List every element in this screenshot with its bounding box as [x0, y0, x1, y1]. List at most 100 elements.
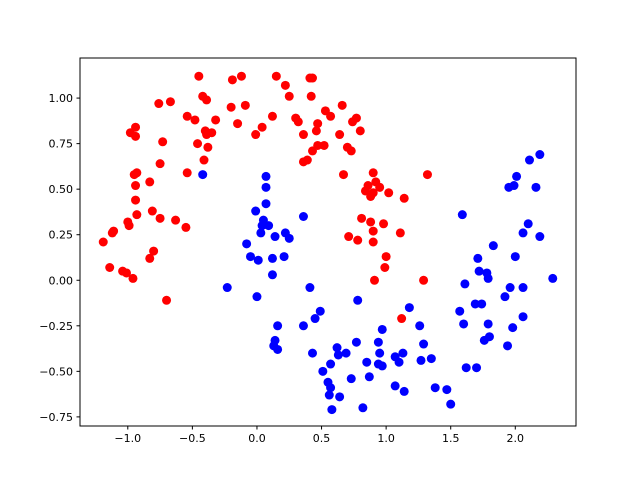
scatter-point: [353, 235, 363, 245]
scatter-point: [181, 222, 191, 232]
scatter-point: [535, 150, 545, 160]
scatter-point: [362, 357, 372, 367]
scatter-point: [344, 232, 354, 242]
scatter-point: [240, 100, 250, 110]
scatter-point: [182, 111, 192, 121]
scatter-point: [377, 324, 387, 334]
scatter-point: [357, 213, 367, 223]
scatter-point: [422, 170, 432, 180]
scatter-point: [251, 206, 261, 216]
x-tick-label: −1.0: [114, 432, 141, 445]
scatter-point: [171, 215, 181, 225]
scatter-point: [145, 177, 155, 187]
y-tick-label: −0.75: [39, 411, 73, 424]
scatter-point: [193, 139, 203, 149]
scatter-point: [370, 275, 379, 285]
scatter-point: [165, 97, 175, 107]
scatter-point: [459, 319, 469, 329]
scatter-point: [267, 111, 277, 121]
scatter-point: [261, 171, 271, 181]
scatter-point: [333, 350, 343, 360]
scatter-point: [327, 405, 337, 415]
scatter-point: [457, 210, 467, 220]
scatter-point: [351, 113, 361, 123]
scatter-point: [419, 339, 429, 349]
scatter-point: [461, 363, 471, 373]
scatter-point: [145, 253, 155, 263]
scatter-point: [474, 266, 484, 276]
scatter-point: [236, 71, 246, 81]
scatter-point: [335, 130, 345, 140]
scatter-point: [158, 137, 168, 147]
scatter-point: [518, 228, 528, 238]
scatter-point: [351, 337, 361, 347]
scatter-point: [190, 115, 200, 125]
scatter-point: [207, 128, 217, 138]
scatter-point: [182, 168, 192, 178]
scatter-point: [398, 348, 408, 358]
scatter-point: [162, 295, 172, 305]
scatter-point: [535, 232, 545, 242]
scatter-point: [270, 232, 280, 242]
scatter-point: [267, 253, 277, 263]
scatter-point: [131, 195, 141, 205]
scatter-point: [154, 99, 164, 109]
scatter-point: [470, 299, 480, 309]
scatter-point: [284, 91, 294, 101]
scatter-point: [379, 219, 389, 229]
x-tick-label: −0.5: [179, 432, 206, 445]
scatter-point: [368, 226, 378, 236]
scatter-point: [442, 385, 452, 395]
y-tick-label: −0.25: [39, 320, 73, 333]
scatter-point: [503, 341, 513, 351]
scatter-point: [284, 233, 294, 243]
scatter-point: [302, 155, 312, 165]
scatter-point: [341, 348, 351, 358]
scatter-point: [332, 343, 342, 353]
scatter-point: [155, 159, 165, 169]
scatter-point: [353, 295, 363, 305]
scatter-point: [430, 383, 440, 393]
scatter-point: [306, 91, 316, 101]
scatter-point: [335, 392, 345, 402]
y-tick-label: 1.00: [49, 92, 74, 105]
scatter-point: [484, 332, 494, 342]
scatter-point: [318, 366, 328, 376]
scatter-point: [377, 361, 387, 371]
scatter-point: [222, 283, 232, 293]
scatter-point: [194, 71, 204, 81]
scatter-point: [346, 374, 356, 384]
scatter-point: [488, 241, 498, 251]
scatter-point: [105, 263, 115, 273]
scatter-point: [368, 237, 378, 247]
scatter-point: [298, 130, 308, 140]
scatter-point: [460, 279, 470, 289]
scatter-point: [368, 168, 378, 178]
scatter-point: [124, 221, 134, 231]
scatter-point: [525, 155, 534, 165]
scatter-point: [308, 348, 317, 358]
scatter-point: [199, 155, 209, 165]
scatter-point: [326, 111, 336, 121]
scatter-point: [211, 115, 221, 125]
scatter-point: [280, 80, 290, 90]
scatter-point: [264, 221, 274, 231]
scatter-point: [246, 252, 255, 262]
y-tick-label: 0.25: [49, 229, 74, 242]
scatter-point: [122, 268, 131, 278]
scatter-point: [226, 102, 236, 112]
scatter-point: [261, 182, 271, 192]
axes-frame: [79, 57, 577, 427]
scatter-point: [271, 71, 281, 81]
scatter-point: [366, 217, 376, 227]
scatter-point: [416, 355, 426, 365]
scatter-point: [446, 399, 456, 409]
scatter-point: [253, 255, 263, 265]
scatter-point: [326, 359, 336, 369]
scatter-point: [308, 73, 317, 83]
scatter-point: [293, 117, 303, 127]
scatter-point: [483, 319, 493, 329]
scatter-point: [131, 122, 141, 132]
scatter-point: [261, 199, 271, 209]
scatter-point: [395, 228, 405, 238]
